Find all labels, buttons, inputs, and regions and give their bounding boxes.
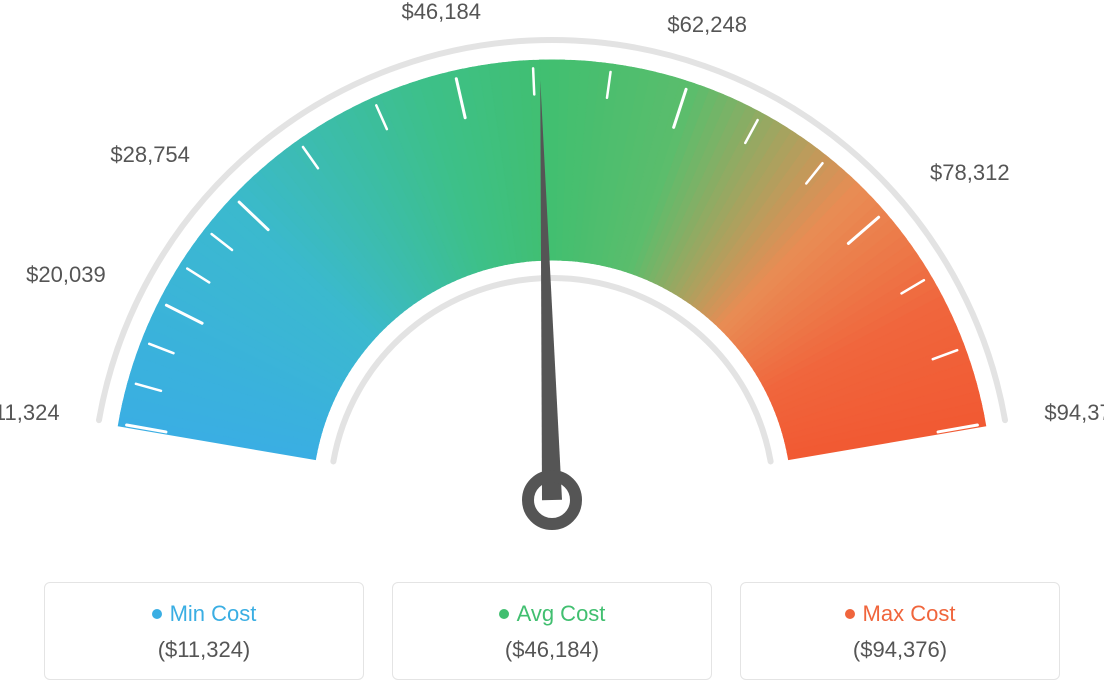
gauge-tick-label: $78,312 — [930, 160, 1010, 186]
legend-value-avg: ($46,184) — [403, 637, 701, 663]
gauge-svg — [0, 0, 1104, 560]
dot-icon — [152, 609, 162, 619]
legend-title-min: Min Cost — [152, 601, 257, 627]
legend-card-avg: Avg Cost ($46,184) — [392, 582, 712, 680]
gauge-tick-label: $46,184 — [401, 0, 481, 25]
legend-title-avg: Avg Cost — [499, 601, 606, 627]
legend-row: Min Cost ($11,324) Avg Cost ($46,184) Ma… — [0, 582, 1104, 680]
gauge-area: $11,324 $20,039 $28,754 $46,184 $62,248 $78,3… — [0, 0, 1104, 540]
dot-icon — [845, 609, 855, 619]
legend-title-text: Max Cost — [863, 601, 956, 627]
legend-title-max: Max Cost — [845, 601, 956, 627]
gauge-tick-label: $94,376 — [1044, 400, 1104, 426]
legend-value-max: ($94,376) — [751, 637, 1049, 663]
dot-icon — [499, 609, 509, 619]
legend-value-min: ($11,324) — [55, 637, 353, 663]
gauge-tick-label: $20,039 — [26, 262, 106, 288]
legend-card-min: Min Cost ($11,324) — [44, 582, 364, 680]
gauge-tick-label: $62,248 — [667, 12, 747, 38]
gauge-chart-container: $11,324 $20,039 $28,754 $46,184 $62,248 $78,3… — [0, 0, 1104, 690]
legend-title-text: Avg Cost — [517, 601, 606, 627]
legend-card-max: Max Cost ($94,376) — [740, 582, 1060, 680]
gauge-tick-label: $28,754 — [110, 142, 190, 168]
legend-title-text: Min Cost — [170, 601, 257, 627]
gauge-tick-label: $11,324 — [0, 400, 60, 426]
